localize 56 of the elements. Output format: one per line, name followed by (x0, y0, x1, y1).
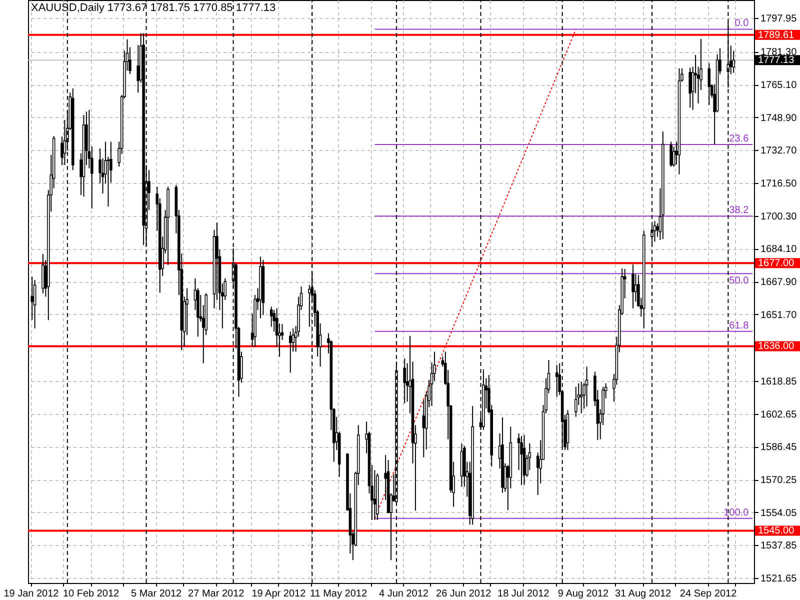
series-label: 61.8 (729, 320, 750, 332)
x-tick-label: 26 Jun 2012 (436, 588, 492, 600)
y-tick-label: 1684.10 (760, 244, 798, 256)
series-label: 100.0 (724, 507, 750, 518)
candlestick (632, 264, 634, 309)
candlestick (422, 399, 426, 458)
candlestick (30, 276, 34, 320)
y-tick-label: 1537.85 (760, 540, 798, 552)
candlestick (670, 141, 672, 168)
candlestick (288, 331, 292, 374)
y-tick-label: 1797.95 (760, 13, 798, 24)
x-tick-label: 24 Sep 2012 (680, 588, 738, 600)
y-tick-label: 1521.65 (760, 574, 798, 585)
y-tick-label: 1651.70 (760, 310, 798, 321)
y-tick-label: 1716.50 (760, 178, 798, 190)
y-tick-label: 1570.25 (760, 475, 798, 486)
candlestick (708, 62, 711, 106)
candlestick (270, 306, 273, 328)
y-tick-label: 1602.65 (760, 409, 798, 420)
candlestick (574, 386, 578, 418)
x-tick-label: 27 Mar 2012 (188, 588, 245, 600)
series-label: 50.0 (729, 276, 750, 287)
x-tick-label: 5 Mar 2012 (131, 588, 182, 600)
series-label: 23.6 (729, 134, 750, 145)
y-tick-label: 1700.30 (760, 211, 798, 222)
series-label: 0.0 (734, 18, 750, 30)
ref-line-label: 1636.00 (758, 341, 795, 352)
y-tick-label: 1618.85 (760, 376, 798, 388)
y-tick-label: 1554.05 (760, 508, 798, 519)
candlestick (585, 366, 588, 408)
candlestick (580, 381, 583, 414)
x-tick-label: 11 May 2012 (310, 588, 368, 600)
candlestick (403, 358, 406, 404)
x-tick-label: 18 Jul 2012 (498, 588, 550, 600)
candlestick (42, 254, 44, 294)
y-tick-label: 1667.90 (760, 277, 798, 288)
candlestick (688, 67, 692, 108)
x-tick-label: 19 Apr 2012 (252, 588, 306, 600)
ref-line-label: 1677.00 (758, 258, 795, 270)
ref-line-label: 1545.00 (758, 526, 795, 537)
ref-line-label: 1789.61 (758, 30, 795, 41)
y-tick-label: 1586.45 (760, 442, 798, 454)
chart-title: XAUUSD,Daily 1773.67 1781.75 1770.85 1777.13 (31, 2, 276, 14)
x-tick-label: 19 Jan 2012 (4, 588, 60, 600)
y-tick-label: 1765.10 (760, 80, 798, 92)
x-tick-label: 9 Aug 2012 (558, 588, 609, 600)
ref-line-label: 1777.13 (758, 55, 795, 66)
x-tick-label: 4 Jun 2012 (378, 588, 429, 600)
x-tick-label: 31 Aug 2012 (614, 588, 672, 600)
y-tick-label: 1748.90 (760, 112, 798, 124)
series-label: 38.2 (729, 205, 750, 216)
y-tick-label: 1732.70 (760, 146, 798, 157)
candlestick (33, 279, 36, 329)
x-tick-label: 10 Feb 2012 (62, 588, 120, 600)
candlestick (555, 364, 558, 398)
candlestick (520, 436, 523, 486)
